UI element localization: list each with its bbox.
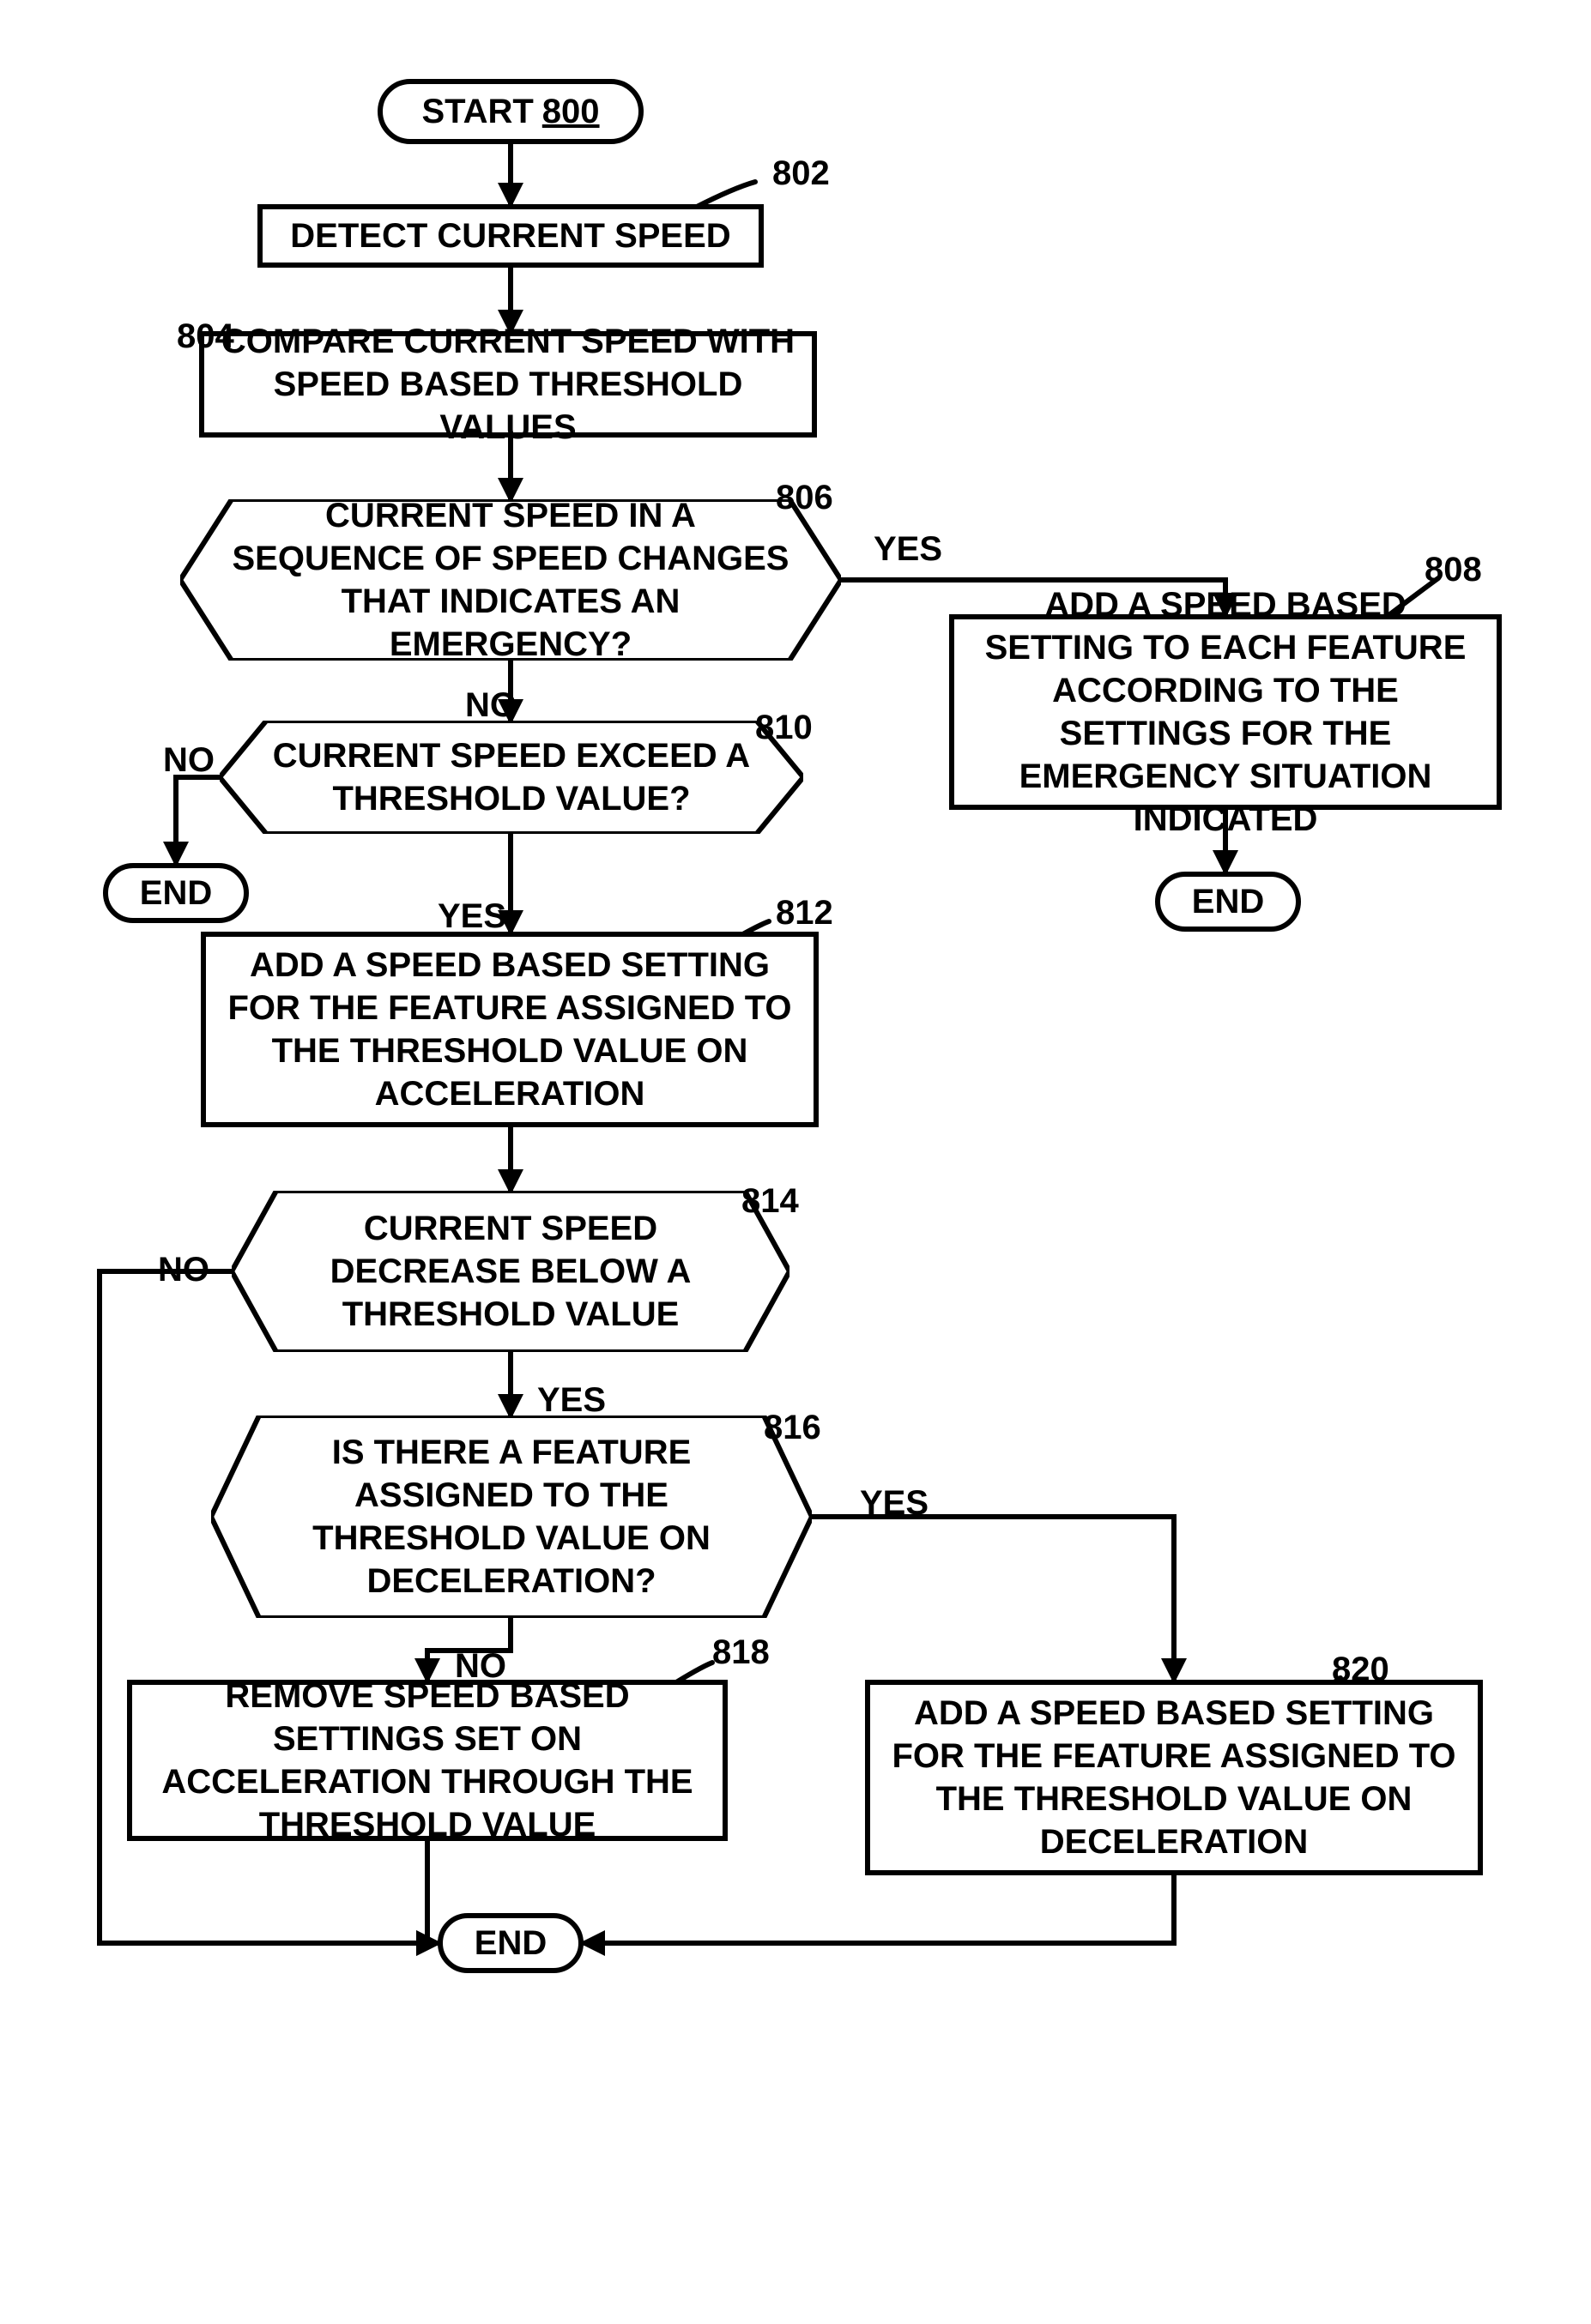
node-label: END: [140, 872, 212, 915]
reference-label: 808: [1425, 551, 1482, 589]
edge-label: YES: [438, 897, 506, 936]
decision-d816: IS THERE A FEATURE ASSIGNED TO THE THRES…: [211, 1416, 812, 1618]
decision-label: IS THERE A FEATURE ASSIGNED TO THE THRES…: [211, 1431, 812, 1603]
node-label: REMOVE SPEED BASED SETTINGS SET ON ACCEL…: [148, 1675, 707, 1846]
decision-label: CURRENT SPEED EXCEED A THRESHOLD VALUE?: [220, 734, 803, 820]
process-n818: REMOVE SPEED BASED SETTINGS SET ON ACCEL…: [127, 1680, 728, 1841]
terminator-start: START800: [378, 79, 644, 144]
edge-label: YES: [537, 1381, 606, 1420]
decision-label: CURRENT SPEED DECREASE BELOW A THRESHOLD…: [232, 1207, 789, 1336]
process-n804: COMPARE CURRENT SPEED WITH SPEED BASED T…: [199, 331, 817, 438]
flowchart-canvas: START800 DETECT CURRENT SPEED COMPARE CURR…: [0, 0, 1591, 2324]
start-label: START: [421, 90, 533, 133]
edge-label: YES: [874, 530, 942, 569]
process-n802: DETECT CURRENT SPEED: [257, 204, 764, 268]
reference-label: 820: [1332, 1651, 1389, 1689]
reference-label: 812: [776, 894, 833, 933]
decision-d806: CURRENT SPEED IN A SEQUENCE OF SPEED CHA…: [180, 499, 841, 661]
process-n808: ADD A SPEED BASED SETTING TO EACH FEATUR…: [949, 614, 1502, 810]
process-n812: ADD A SPEED BASED SETTING FOR THE FEATUR…: [201, 932, 819, 1127]
node-label: END: [1192, 880, 1264, 923]
edge-label: NO: [455, 1647, 506, 1686]
terminator-end1: END: [103, 863, 249, 923]
decision-label: CURRENT SPEED IN A SEQUENCE OF SPEED CHA…: [180, 494, 841, 666]
node-label: END: [475, 1922, 547, 1965]
node-label: COMPARE CURRENT SPEED WITH SPEED BASED T…: [220, 320, 796, 449]
terminator-end2: END: [1155, 872, 1301, 932]
start-ref: 800: [542, 90, 600, 133]
edge-label: YES: [860, 1484, 929, 1523]
node-label: DETECT CURRENT SPEED: [290, 214, 730, 257]
reference-label: 804: [177, 317, 234, 356]
node-label: ADD A SPEED BASED SETTING FOR THE FEATUR…: [886, 1692, 1462, 1863]
decision-d814: CURRENT SPEED DECREASE BELOW A THRESHOLD…: [232, 1191, 789, 1352]
edge-label: NO: [158, 1251, 209, 1289]
process-n820: ADD A SPEED BASED SETTING FOR THE FEATUR…: [865, 1680, 1483, 1875]
edge-label: NO: [163, 741, 215, 780]
reference-label: 802: [772, 154, 830, 193]
node-label: ADD A SPEED BASED SETTING FOR THE FEATUR…: [221, 944, 798, 1115]
terminator-end3: END: [438, 1913, 584, 1973]
reference-label: 818: [712, 1633, 770, 1672]
edge-label: NO: [465, 686, 517, 725]
node-label: ADD A SPEED BASED SETTING TO EACH FEATUR…: [970, 583, 1481, 841]
decision-d810: CURRENT SPEED EXCEED A THRESHOLD VALUE?: [220, 721, 803, 834]
